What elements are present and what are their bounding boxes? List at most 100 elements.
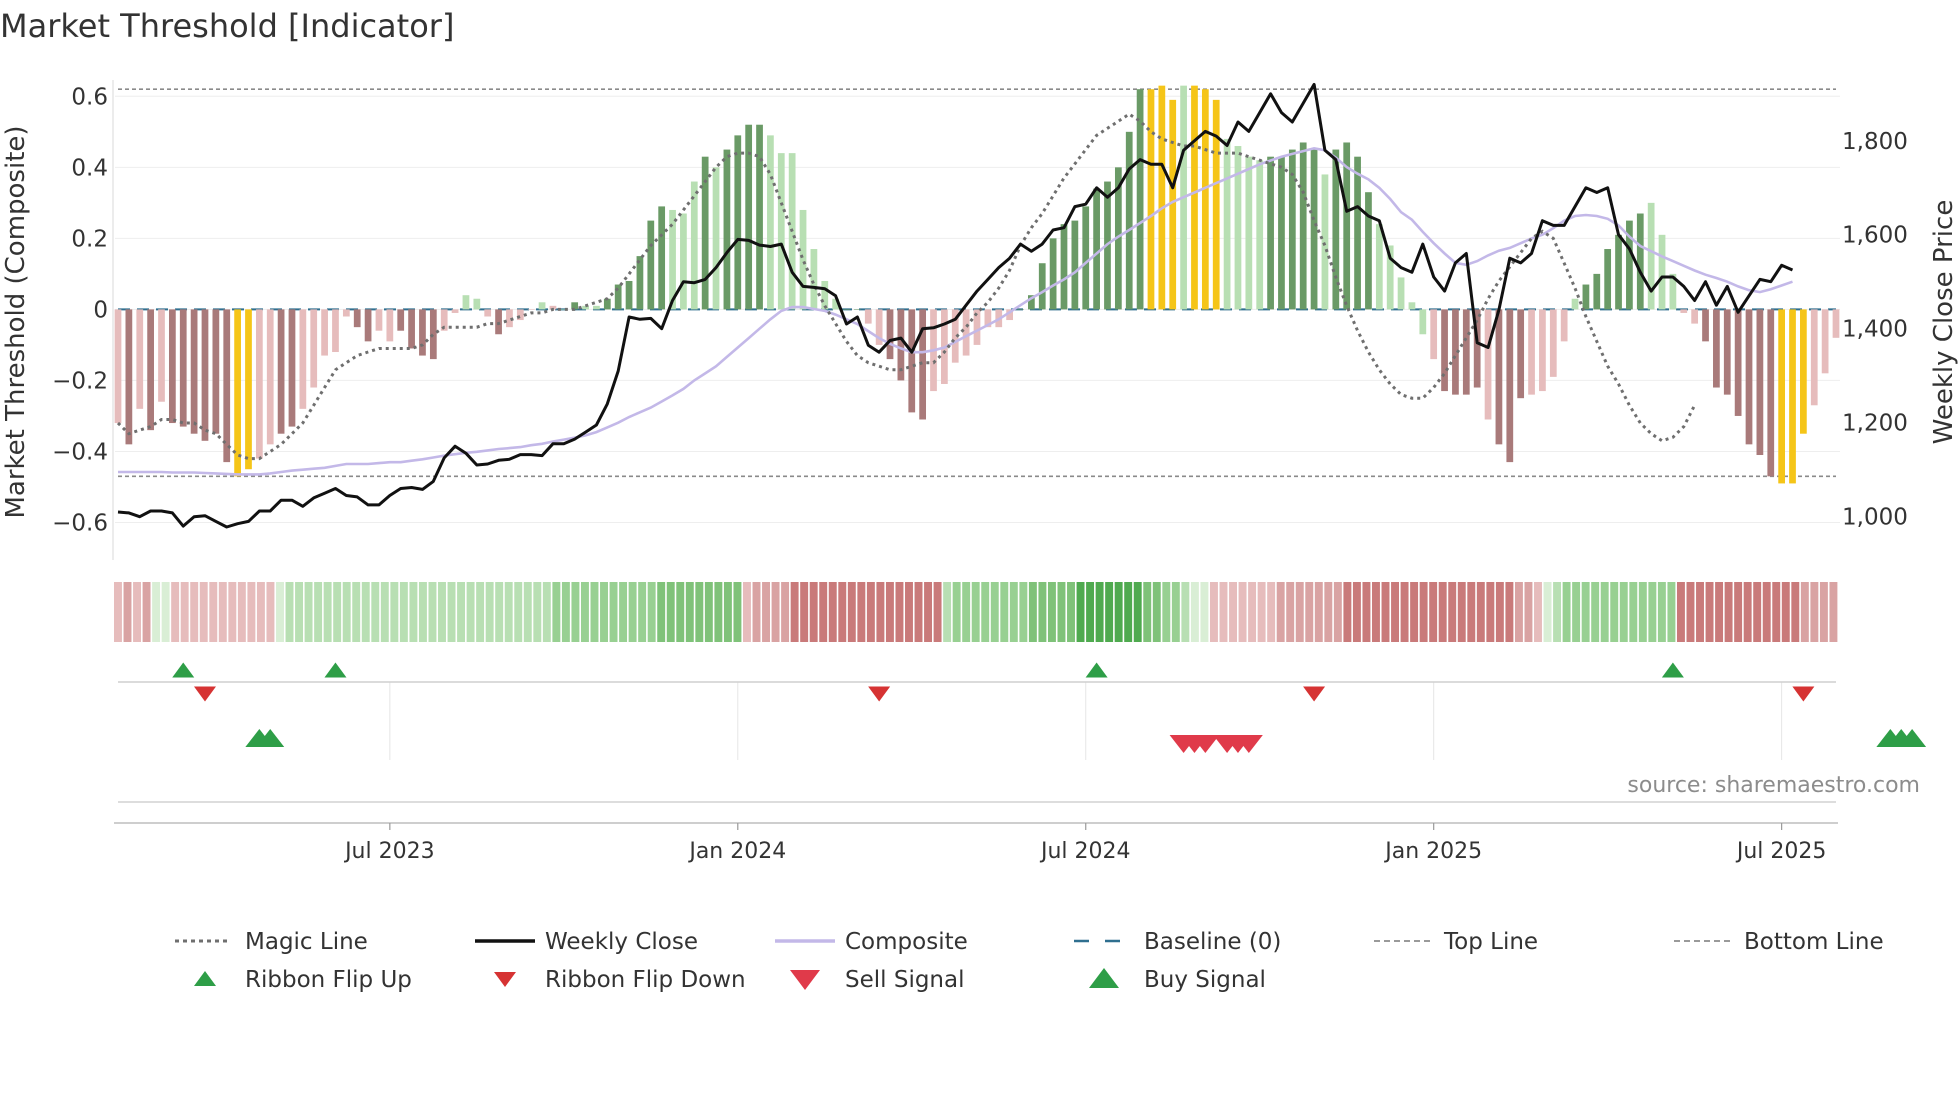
ribbon-segment [1495,582,1504,642]
ribbon-segment [476,582,485,642]
composite-bar [1114,167,1122,310]
ribbon-segment [990,582,999,642]
ribbon-segment [295,582,304,642]
composite-bar [1821,309,1829,374]
ribbon-segment [695,582,704,642]
composite-bar [962,309,970,356]
ribbon-segment [533,582,542,642]
composite-bar [1528,309,1535,395]
composite-bar [1060,224,1068,310]
composite-bar [1158,85,1166,310]
composite-bar [864,309,872,324]
x-tick-label: Jan 2025 [1383,839,1482,864]
ribbon-segment [866,582,875,642]
ribbon-segment [847,582,856,642]
ribbon-segment [1238,582,1247,642]
ribbon-segment [1028,582,1037,642]
ribbon-segment [514,582,523,642]
composite-bar [1278,156,1285,310]
ribbon-segment [1514,582,1523,642]
composite-bar [1462,309,1470,395]
legend-item: Magic Line [175,929,368,955]
ribbon-flip-up-marker [1085,662,1108,678]
ribbon-segment [1219,582,1228,642]
ribbon-segment [1114,582,1123,642]
ribbon-segment [190,582,199,642]
composite-bar [1495,309,1503,445]
ribbon-segment [895,582,904,642]
legend-label: Magic Line [245,929,368,955]
legend-item: Ribbon Flip Down [494,967,746,993]
ribbon-segment [409,582,418,642]
composite-bar [1506,309,1514,463]
ribbon-segment [1448,582,1457,642]
ribbon-segment [1019,582,1028,642]
legend-label: Baseline (0) [1144,929,1281,955]
ribbon-segment [1314,582,1323,642]
axes-grid [112,80,1840,760]
composite-bar [353,309,361,328]
ribbon-flip-up-marker [324,662,347,678]
composite-bar [375,309,383,331]
composite-bar [451,309,459,313]
composite-bar [636,256,644,310]
composite-bar [1082,206,1090,310]
ribbon-segment [1734,582,1743,642]
composite-bar [560,309,568,310]
ribbon-segment [1743,582,1752,642]
ribbon-flip-up-marker [1661,662,1684,678]
ribbon-segment [1572,582,1581,642]
buy-signal-marker [256,729,285,747]
composite-bar [1223,138,1231,310]
composite-bar [310,309,318,388]
right-tick-label: 1,800 [1842,129,1908,155]
composite-bar [1191,85,1198,310]
ribbon-segment [1105,582,1114,642]
composite-bar [386,309,394,342]
composite-bar [745,124,753,310]
ribbon-segment [962,582,971,642]
ribbon-segment [905,582,913,642]
composite-bar [1473,309,1481,388]
left-axis-ticks: 0.6 0.4 0.2 0 −0.2 −0.4 −0.6 [52,84,108,536]
legend: Magic Line Weekly Close Composite Baseline … [175,929,1884,993]
ribbon-segment [714,582,723,642]
composite-bar [473,298,481,310]
signal-rows [114,681,1838,824]
ribbon-flip-down-marker [868,686,891,702]
sell-signal-marker [1234,735,1263,753]
ribbon-segment [1047,582,1056,642]
ribbon-segment [876,582,885,642]
ribbon-segment [542,582,551,642]
ribbon-segment [485,582,494,642]
composite-bar [212,309,220,434]
composite-bar [158,309,165,402]
composite-bar [973,309,981,345]
composite-bar [538,302,546,310]
composite-bar [234,309,241,477]
ribbon-segment [1819,582,1828,642]
ribbon-segment [1162,582,1171,642]
ribbon-segment [1248,582,1257,642]
composite-bar [484,309,492,317]
ribbon-segment [1276,582,1285,642]
composite-bar [1778,309,1786,484]
composite-bar [1615,234,1622,310]
ribbon-segment [237,582,246,642]
composite-bar [440,309,448,331]
composite-bar [136,309,144,409]
ribbon-segment [600,582,608,642]
composite-bar [419,309,426,356]
ribbon-segment [885,582,894,642]
composite-bar [1691,309,1699,324]
left-tick-label: 0.2 [71,226,108,252]
composite-bar [1658,234,1666,310]
ribbon-segment [590,582,599,642]
composite-bar [1734,309,1742,416]
ribbon-segment [1333,582,1342,642]
ribbon-segment [723,582,732,642]
ribbon-segment [1209,582,1218,642]
ribbon-segment [1600,582,1609,642]
composite-bar [647,220,655,310]
ribbon-segment [380,582,389,642]
